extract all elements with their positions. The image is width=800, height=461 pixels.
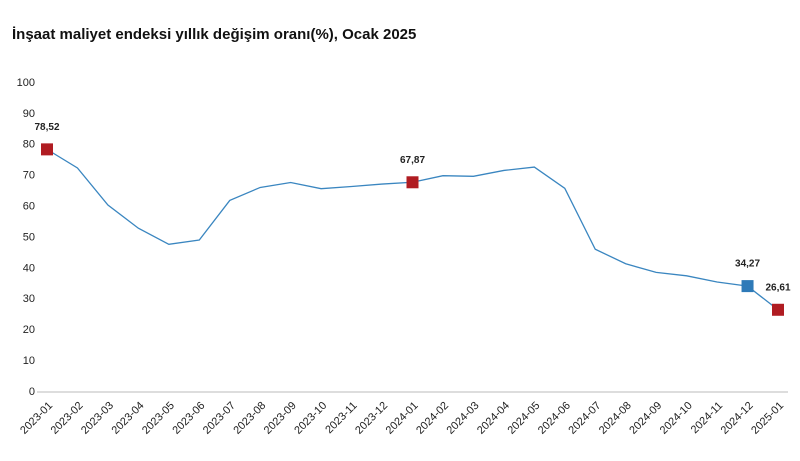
y-tick-label: 100 bbox=[17, 77, 35, 89]
x-tick-label: 2023-09 bbox=[262, 400, 299, 437]
x-tick-label: 2023-07 bbox=[201, 400, 238, 437]
x-tick-label: 2023-01 bbox=[18, 400, 55, 437]
x-tick-label: 2023-02 bbox=[49, 400, 86, 437]
x-tick-label: 2024-10 bbox=[658, 400, 695, 437]
y-tick-label: 10 bbox=[23, 355, 35, 367]
value-label: 34,27 bbox=[735, 259, 760, 270]
x-tick-label: 2023-06 bbox=[170, 400, 207, 437]
x-tick-label: 2024-07 bbox=[566, 400, 603, 437]
x-tick-label: 2023-12 bbox=[353, 400, 390, 437]
x-tick-label: 2023-08 bbox=[231, 400, 268, 437]
y-tick-label: 80 bbox=[23, 139, 35, 151]
y-tick-label: 0 bbox=[29, 386, 35, 398]
y-tick-label: 50 bbox=[23, 231, 35, 243]
x-tick-label: 2024-09 bbox=[627, 400, 664, 437]
x-tick-label: 2024-06 bbox=[536, 400, 573, 437]
y-tick-label: 60 bbox=[23, 201, 35, 213]
value-label: 67,87 bbox=[400, 155, 425, 166]
y-tick-label: 30 bbox=[23, 293, 35, 305]
x-tick-label: 2024-08 bbox=[597, 400, 634, 437]
y-tick-label: 90 bbox=[23, 108, 35, 120]
x-tick-label: 2023-10 bbox=[292, 400, 329, 437]
data-line bbox=[46, 148, 779, 311]
x-tick-label: 2025-01 bbox=[749, 400, 786, 437]
x-tick-label: 2024-04 bbox=[475, 400, 512, 437]
value-label: 26,61 bbox=[765, 282, 790, 293]
data-marker bbox=[406, 176, 419, 189]
value-label: 78,52 bbox=[34, 122, 59, 133]
x-tick-label: 2023-04 bbox=[110, 400, 147, 437]
x-tick-label: 2023-05 bbox=[140, 400, 177, 437]
x-tick-label: 2024-01 bbox=[384, 400, 421, 437]
data-marker bbox=[772, 303, 784, 316]
y-tick-label: 40 bbox=[23, 262, 35, 274]
x-tick-label: 2024-05 bbox=[505, 400, 542, 437]
x-tick-label: 2024-02 bbox=[414, 400, 451, 437]
x-tick-label: 2023-03 bbox=[79, 400, 116, 437]
chart-title: İnşaat maliyet endeksi yıllık değişim or… bbox=[12, 26, 416, 43]
y-tick-label: 70 bbox=[23, 170, 35, 182]
data-marker bbox=[741, 280, 754, 293]
x-tick-label: 2024-12 bbox=[719, 400, 756, 437]
data-marker bbox=[41, 143, 53, 156]
x-tick-label: 2024-03 bbox=[445, 400, 482, 437]
y-tick-label: 20 bbox=[23, 324, 35, 336]
